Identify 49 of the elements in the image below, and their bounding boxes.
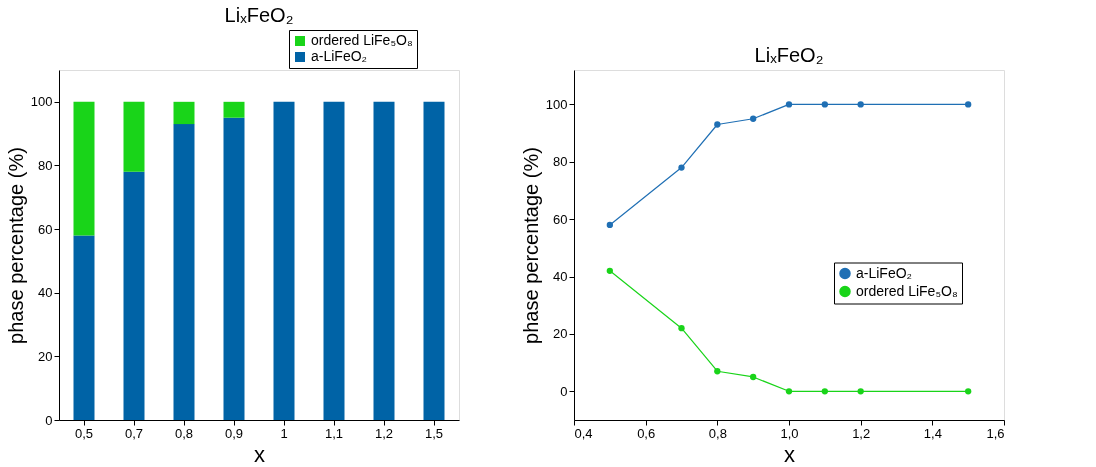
y-tick-label: 80 xyxy=(38,157,53,173)
bar xyxy=(223,101,245,118)
legend-label: ordered LiFe₅O₈ xyxy=(311,32,413,48)
chart-title: LiₓFeO₂ xyxy=(224,3,294,26)
chart-title: LiₓFeO₂ xyxy=(754,44,824,66)
y-axis-title: phase percentage (%) xyxy=(519,147,542,344)
bar xyxy=(323,101,345,420)
legend-label: ordered LiFe₅O₈ xyxy=(856,282,958,299)
y-tick-label: 20 xyxy=(38,348,53,364)
bar xyxy=(73,101,95,236)
bar xyxy=(273,101,295,420)
x-tick-label: 1,2 xyxy=(852,425,871,441)
x-axis-title: x xyxy=(254,441,265,467)
bar xyxy=(423,101,445,420)
x-tick-label: 1,1 xyxy=(324,425,344,441)
x-tick-label: 0,4 xyxy=(574,425,593,441)
x-tick-label: 0,8 xyxy=(174,425,194,441)
x-tick-label: 1,5 xyxy=(424,425,444,441)
y-tick-label: 100 xyxy=(545,96,568,112)
legend-label: a-LiFeO₂ xyxy=(311,48,368,64)
y-tick-label: 20 xyxy=(553,326,568,342)
x-tick-label: 0,5 xyxy=(74,425,94,441)
y-tick-label: 0 xyxy=(45,412,53,428)
bar xyxy=(123,101,145,172)
x-axis-title: x xyxy=(784,441,795,467)
y-tick-label: 0 xyxy=(560,383,568,399)
x-tick-label: 1 xyxy=(280,425,288,441)
bar xyxy=(173,124,195,420)
bar xyxy=(73,235,95,420)
bar xyxy=(223,117,245,420)
y-tick-label: 100 xyxy=(30,94,53,110)
y-tick-label: 80 xyxy=(553,154,568,170)
bar xyxy=(123,171,145,420)
bar xyxy=(373,101,395,420)
x-tick-label: 1,0 xyxy=(780,425,799,441)
legend-label: a-LiFeO₂ xyxy=(856,264,913,281)
x-tick-label: 1,4 xyxy=(923,425,942,441)
x-tick-label: 1,6 xyxy=(986,425,1005,441)
y-tick-label: 60 xyxy=(553,211,568,227)
y-tick-label: 40 xyxy=(553,269,568,285)
x-tick-label: 1,2 xyxy=(374,425,394,441)
y-tick-label: 40 xyxy=(38,285,53,301)
y-axis-title: phase percentage (%) xyxy=(4,147,27,344)
y-tick-label: 60 xyxy=(38,221,53,237)
x-tick-label: 0,6 xyxy=(637,425,656,441)
x-tick-label: 0,9 xyxy=(224,425,244,441)
x-tick-label: 0,7 xyxy=(124,425,144,441)
x-tick-label: 0,8 xyxy=(708,425,727,441)
bar xyxy=(173,101,195,125)
